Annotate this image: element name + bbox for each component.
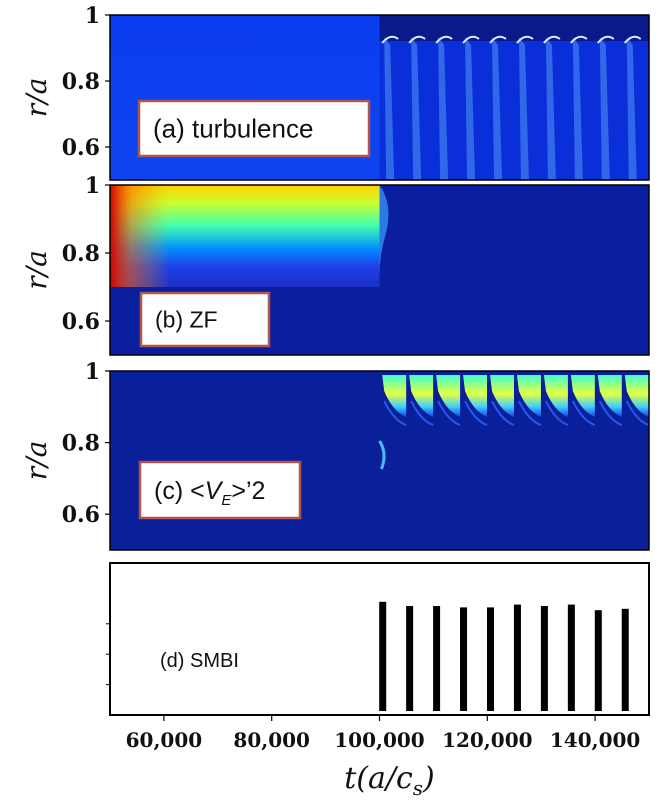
heatmap-background [110, 371, 649, 550]
ve-shear-burst [409, 375, 434, 417]
panel-label: (a) turbulence [153, 114, 313, 144]
y-tick-label: 0.6 [62, 502, 100, 528]
ve-shear-burst [597, 375, 622, 417]
turbulence-burst [408, 35, 426, 44]
panel-label-box [139, 291, 271, 348]
smbi-pulse [379, 601, 387, 711]
heatmap-region-after [379, 15, 649, 180]
panel-c-ve-shear: (c) <VE>’2 [109, 370, 650, 551]
x-tick-label: 120,000 [442, 728, 532, 752]
smbi-pulse [540, 606, 548, 711]
smbi-pulse [513, 604, 521, 711]
x-axis: 60,000 80,000 100,000 120,000 140,000 t(a/cs) [126, 715, 640, 800]
ve-shear-burst [570, 375, 595, 417]
panel-label: (b) ZF [155, 307, 218, 333]
smbi-pulse [594, 610, 602, 711]
turbulence-burst [381, 35, 399, 44]
y-tick-label: 0.6 [62, 309, 100, 335]
panel-d-smbi: (d) SMBI [106, 562, 650, 716]
ve-shear-burst [543, 375, 568, 417]
smbi-pulse [567, 604, 575, 711]
turbulence-streak [465, 37, 476, 180]
smbi-pulse [621, 608, 629, 711]
turbulence-streak [572, 37, 583, 180]
turbulence-burst [435, 35, 453, 44]
turbulence-burst [570, 35, 588, 44]
y-axes: 0.6 0.8 1 r/a 0.6 0.8 1 r/a 0.6 0.8 1 r/a [20, 3, 110, 528]
smbi-pulse [486, 607, 494, 711]
y-tick-label: 1 [85, 359, 100, 385]
turbulence-burst [597, 35, 615, 44]
x-tick-label: 100,000 [334, 728, 424, 752]
turbulence-burst [543, 35, 561, 44]
ve-shear-trail [571, 400, 596, 426]
ve-shear-trail [518, 400, 542, 426]
turbulence-streak [491, 37, 502, 180]
ve-shear-trail [545, 400, 569, 426]
turbulence-burst [516, 35, 534, 44]
panel-label: (d) SMBI [160, 650, 239, 672]
zonal-flow-decay [379, 185, 389, 275]
panel-frame [109, 184, 650, 356]
ve-shear-trail [410, 400, 434, 426]
smbi-pulse [460, 607, 468, 711]
y-tick-label: 0.8 [62, 241, 100, 267]
turbulence-streak [411, 37, 422, 180]
ve-shear-trail [625, 400, 650, 426]
turbulence-burst [462, 35, 480, 44]
turbulence-streak [545, 37, 556, 180]
y-tick-label: 0.8 [62, 431, 100, 457]
panel-b-zonal-flow: (b) ZF [109, 184, 650, 356]
ve-shear-trail [437, 400, 461, 426]
turbulence-burst [623, 35, 642, 44]
ve-shear-burst [436, 375, 461, 417]
ve-shear-trail [383, 400, 407, 426]
panel-a-turbulence: (a) turbulence [109, 14, 650, 181]
x-tick-label: 140,000 [550, 728, 640, 752]
turbulence-streak [626, 37, 637, 180]
y-tick-label: 1 [85, 3, 100, 29]
zonal-flow-peak [110, 185, 170, 287]
ve-shear-trail [598, 400, 623, 426]
panel-label-box [137, 99, 371, 158]
turbulence-streak [518, 37, 529, 180]
y-axis-label: r/a [20, 78, 53, 118]
panel-label-box [138, 460, 302, 520]
panel-label: (c) <VE>’2 [154, 477, 265, 509]
y-tick-label: 0.6 [62, 135, 100, 161]
ve-shear-feature [378, 440, 386, 470]
turbulence-streak [599, 37, 610, 180]
ve-shear-burst [624, 375, 649, 417]
turbulence-streak [438, 37, 449, 180]
x-tick-label: 80,000 [233, 728, 310, 752]
turbulence-burst [489, 35, 507, 44]
ve-shear-trail [464, 400, 488, 426]
panel-frame [109, 14, 650, 181]
y-axis-label: r/a [20, 250, 53, 290]
smbi-pulse [406, 606, 414, 711]
y-tick-label: 0.8 [62, 69, 100, 95]
panel-frame [109, 370, 650, 551]
y-axis-label: r/a [20, 441, 53, 481]
x-tick-label: 60,000 [126, 728, 203, 752]
y-tick-label: 1 [85, 173, 100, 199]
ve-shear-burst [489, 375, 514, 417]
x-axis-label: t(a/cs) [344, 761, 435, 800]
turbulence-streak [384, 37, 395, 180]
ve-shear-burst [382, 375, 407, 417]
smbi-pulse [433, 606, 441, 711]
ve-shear-burst [463, 375, 488, 417]
ve-shear-trail [491, 400, 515, 426]
ve-shear-burst [516, 375, 541, 417]
